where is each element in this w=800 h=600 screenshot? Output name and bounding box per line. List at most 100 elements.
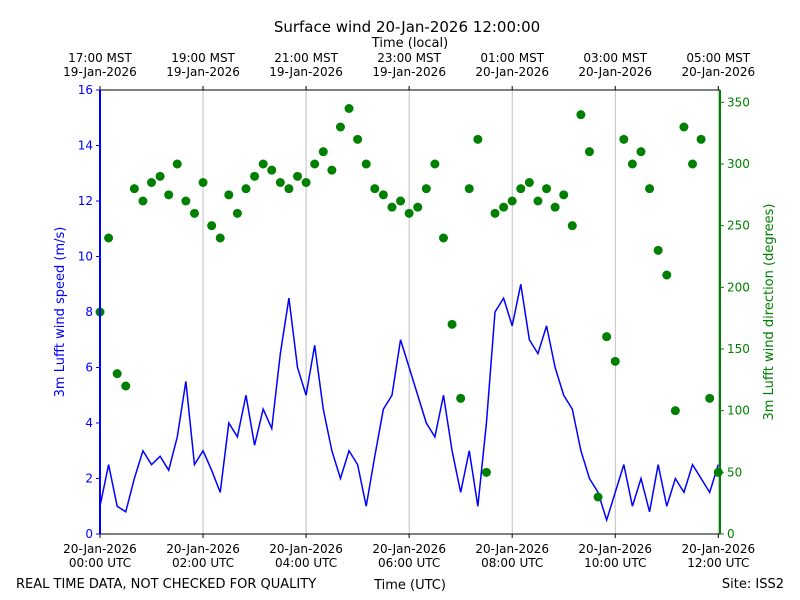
direction-point bbox=[507, 196, 517, 206]
direction-point bbox=[438, 233, 448, 243]
speed-line bbox=[99, 284, 719, 523]
direction-point bbox=[198, 178, 208, 187]
direction-point bbox=[232, 208, 242, 218]
y2-tick-label: 150 bbox=[727, 342, 750, 356]
direction-point bbox=[619, 134, 629, 144]
y-tick-label: 4 bbox=[85, 416, 93, 430]
direction-point bbox=[275, 178, 285, 187]
x-tick-label: 20-Jan-2026 12:00 UTC bbox=[681, 542, 755, 570]
x-tick-label: 20-Jan-2026 10:00 UTC bbox=[578, 542, 652, 570]
top-axis-label: Time (local) bbox=[371, 36, 448, 51]
direction-point bbox=[645, 184, 655, 194]
direction-point bbox=[473, 134, 483, 144]
x-tick-label: 20-Jan-2026 08:00 UTC bbox=[475, 542, 549, 570]
direction-point bbox=[370, 184, 380, 194]
direction-point bbox=[559, 190, 569, 200]
direction-point bbox=[396, 196, 406, 206]
x2-tick-label: 23:00 MST 19-Jan-2026 bbox=[372, 51, 446, 79]
direction-point bbox=[147, 178, 157, 187]
y-tick-label: 0 bbox=[85, 527, 93, 541]
x2-tick-label: 05:00 MST 20-Jan-2026 bbox=[681, 51, 755, 79]
y-tick-label: 14 bbox=[78, 139, 93, 153]
direction-point bbox=[104, 233, 114, 243]
x-tick-label: 20-Jan-2026 06:00 UTC bbox=[372, 542, 446, 570]
direction-point bbox=[524, 178, 534, 187]
direction-point bbox=[430, 159, 440, 169]
direction-point bbox=[464, 184, 474, 194]
direction-point bbox=[327, 165, 337, 175]
direction-point bbox=[241, 184, 251, 194]
footer-left: REAL TIME DATA, NOT CHECKED FOR QUALITY bbox=[16, 577, 316, 592]
y2-tick-label: 250 bbox=[727, 219, 750, 233]
direction-point bbox=[456, 393, 466, 403]
y-tick-label: 12 bbox=[78, 194, 93, 208]
direction-point bbox=[705, 393, 715, 403]
x2-tick-label: 17:00 MST 19-Jan-2026 bbox=[63, 51, 137, 79]
direction-point bbox=[224, 190, 234, 200]
direction-point bbox=[696, 134, 706, 144]
direction-point bbox=[567, 221, 577, 231]
y2-tick-label: 0 bbox=[727, 527, 735, 541]
x2-tick-label: 01:00 MST 20-Jan-2026 bbox=[475, 51, 549, 79]
direction-point bbox=[301, 178, 311, 187]
direction-point bbox=[138, 196, 148, 206]
direction-point bbox=[499, 202, 509, 212]
direction-point bbox=[112, 369, 122, 379]
direction-point bbox=[542, 184, 552, 194]
direction-point bbox=[207, 221, 217, 231]
direction-point bbox=[516, 184, 526, 194]
direction-point bbox=[481, 467, 491, 477]
direction-point bbox=[490, 208, 500, 218]
direction-point bbox=[267, 165, 277, 175]
direction-point bbox=[413, 202, 423, 212]
direction-point bbox=[550, 202, 560, 212]
x2-tick-label: 21:00 MST 19-Jan-2026 bbox=[269, 51, 343, 79]
direction-point bbox=[662, 270, 672, 280]
y-tick-label: 8 bbox=[85, 305, 93, 319]
footer-right: Site: ISS2 bbox=[722, 577, 784, 592]
direction-point bbox=[576, 110, 586, 120]
y-tick-label: 10 bbox=[78, 250, 93, 264]
direction-point bbox=[318, 147, 328, 157]
direction-point bbox=[584, 147, 594, 157]
direction-point bbox=[164, 190, 174, 200]
x-tick-label: 20-Jan-2026 04:00 UTC bbox=[269, 542, 343, 570]
direction-point bbox=[670, 406, 680, 416]
direction-point bbox=[189, 208, 199, 218]
y2-tick-label: 300 bbox=[727, 157, 750, 171]
direction-point bbox=[344, 104, 354, 113]
y-tick-label: 16 bbox=[78, 83, 93, 97]
direction-point bbox=[627, 159, 637, 169]
chart-title: Surface wind 20-Jan-2026 12:00:00 bbox=[274, 18, 540, 36]
y2-axis-label: 3m Lufft wind direction (degrees) bbox=[762, 204, 777, 421]
y2-tick-label: 350 bbox=[727, 95, 750, 109]
direction-point bbox=[404, 208, 414, 218]
direction-point bbox=[215, 233, 225, 243]
direction-point bbox=[361, 159, 371, 169]
direction-point bbox=[421, 184, 431, 194]
y2-tick-label: 200 bbox=[727, 280, 750, 294]
direction-point bbox=[155, 171, 165, 181]
direction-point bbox=[293, 171, 303, 181]
direction-point bbox=[679, 122, 689, 132]
x2-tick-label: 03:00 MST 20-Jan-2026 bbox=[578, 51, 652, 79]
direction-point bbox=[129, 184, 139, 194]
direction-point bbox=[284, 184, 294, 194]
direction-point bbox=[353, 134, 363, 144]
x-tick-label: 20-Jan-2026 00:00 UTC bbox=[63, 542, 137, 570]
direction-point bbox=[636, 147, 646, 157]
direction-point bbox=[387, 202, 397, 212]
x-axis-label: Time (UTC) bbox=[373, 578, 446, 593]
y-tick-label: 6 bbox=[85, 361, 93, 375]
y2-tick-label: 50 bbox=[727, 465, 742, 479]
x-tick-label: 20-Jan-2026 02:00 UTC bbox=[166, 542, 240, 570]
direction-point bbox=[335, 122, 345, 132]
direction-point bbox=[593, 492, 603, 502]
direction-point bbox=[602, 332, 612, 342]
direction-point bbox=[533, 196, 543, 206]
direction-point bbox=[713, 467, 723, 477]
direction-point bbox=[172, 159, 182, 169]
direction-point bbox=[121, 381, 131, 391]
direction-point bbox=[688, 159, 698, 169]
